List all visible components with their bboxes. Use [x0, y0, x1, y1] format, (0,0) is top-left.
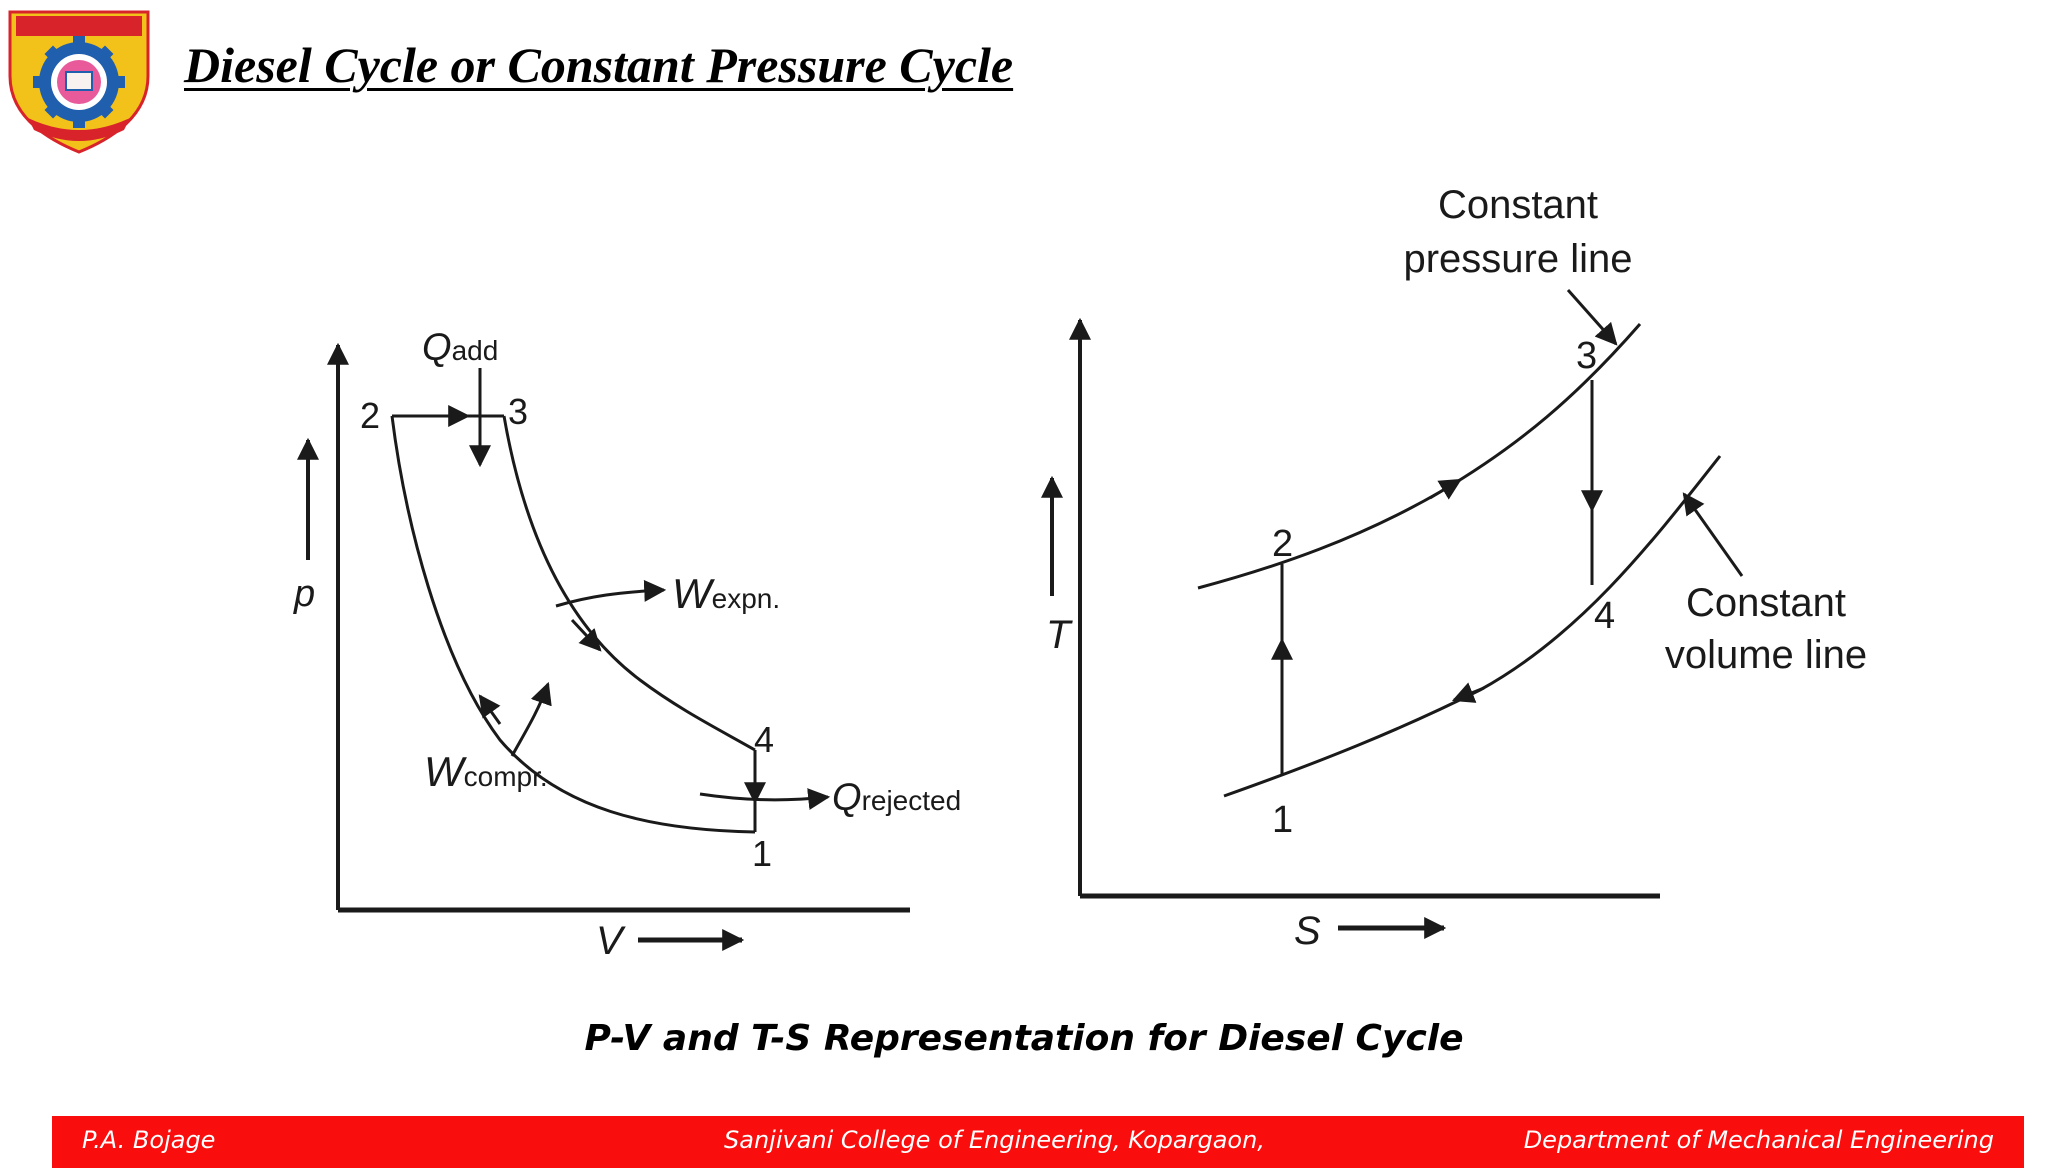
footer-department: Department of Mechanical Engineering	[1523, 1126, 1994, 1154]
pv-flow-arrow-1-2	[478, 694, 502, 725]
constant-volume-label-line1: Constant	[1686, 581, 1846, 625]
ts-flow-arrow-2-3	[1429, 478, 1462, 500]
pv-flow-arrow-3-4	[570, 618, 602, 652]
figure-caption: P-V and T-S Representation for Diesel Cy…	[584, 1018, 1464, 1059]
pv-point-3: 3	[508, 391, 528, 432]
ts-point-1: 1	[1272, 799, 1293, 841]
footer-author: P.A. Bojage	[82, 1126, 216, 1154]
college-logo	[8, 10, 150, 154]
constant-volume-label-line2: volume line	[1665, 633, 1867, 677]
v-axis-label: V	[596, 919, 626, 963]
constant-pressure-label-line1: Constant	[1438, 183, 1598, 227]
ts-point-2: 2	[1272, 523, 1293, 565]
ts-flow-arrow-4-1	[1451, 682, 1485, 703]
constant-volume-curve	[1223, 455, 1722, 798]
footer-college: Sanjivani College of Engineering, Koparg…	[724, 1126, 1265, 1154]
ts-point-3: 3	[1576, 335, 1597, 377]
work-compression-arrow	[510, 681, 552, 757]
pv-process-1-2	[390, 415, 756, 834]
constant-volume-pointer	[1682, 492, 1744, 577]
pv-labels: p V Qadd Wexpn. Wcompr. Qrejected 1 2 3 …	[293, 327, 961, 963]
heat-rejected-arrow	[699, 788, 831, 810]
heat-rejected-label: Qrejected	[832, 777, 961, 819]
pv-point-1: 1	[752, 833, 772, 874]
work-expansion-arrow	[555, 579, 667, 608]
constant-pressure-label-line2: pressure line	[1403, 237, 1632, 281]
ts-point-4: 4	[1594, 595, 1615, 637]
pv-process-3-4	[502, 415, 756, 752]
p-axis-label: p	[293, 573, 315, 615]
s-axis-label: S	[1294, 909, 1321, 953]
pv-diagram	[297, 342, 910, 951]
work-compression-label: Wcompr.	[424, 748, 548, 795]
pv-point-4: 4	[754, 719, 774, 760]
pv-point-2: 2	[360, 395, 380, 436]
slide-title: Diesel Cycle or Constant Pressure Cycle	[184, 37, 1014, 93]
ts-labels: T S Constant pressure line Constant volu…	[1046, 183, 1867, 953]
constant-pressure-curve	[1197, 323, 1642, 590]
work-expansion-label: Wexpn.	[672, 570, 780, 617]
footer-bar: P.A. Bojage Sanjivani College of Enginee…	[52, 1116, 2024, 1168]
constant-pressure-pointer	[1566, 289, 1618, 346]
t-axis-label: T	[1046, 613, 1073, 657]
ts-diagram	[1041, 289, 1744, 939]
heat-added-label: Qadd	[422, 327, 498, 369]
